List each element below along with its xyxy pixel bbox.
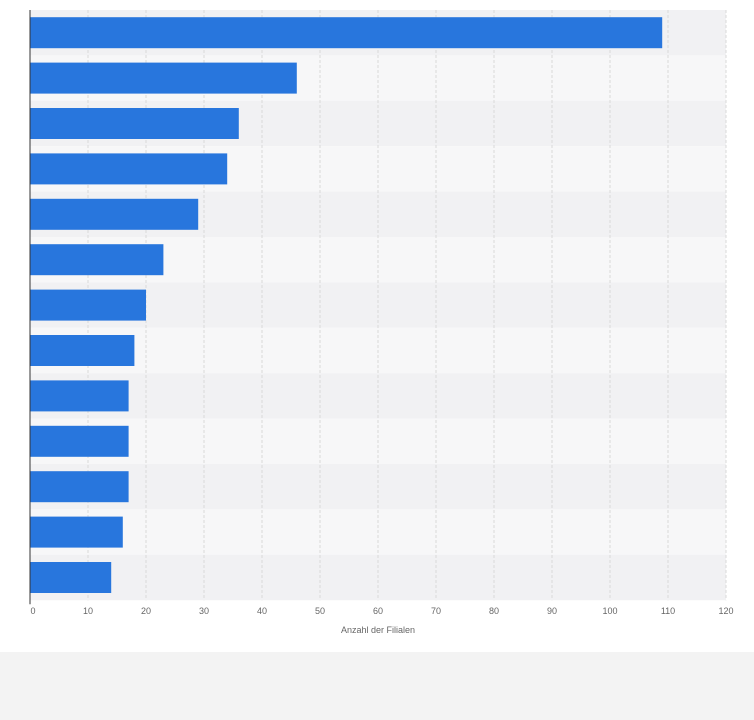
x-tick-label: 10 bbox=[83, 606, 93, 616]
bar bbox=[30, 335, 135, 366]
x-axis-title: Anzahl der Filialen bbox=[341, 625, 415, 635]
bar bbox=[30, 380, 129, 412]
x-tick-label: 100 bbox=[602, 606, 617, 616]
x-axis-ticks: 0 10 20 30 40 50 60 70 80 90 100 110 120 bbox=[30, 606, 733, 616]
bar bbox=[30, 198, 199, 230]
bar bbox=[30, 289, 146, 321]
bar-chart: 0 10 20 30 40 50 60 70 80 90 100 110 120 Anzahl der … bbox=[29, 10, 734, 635]
bar bbox=[30, 62, 297, 94]
x-tick-label: 120 bbox=[718, 606, 733, 616]
bar bbox=[30, 108, 239, 139]
bar bbox=[30, 471, 129, 503]
x-tick-label: 110 bbox=[661, 606, 675, 616]
bar bbox=[30, 17, 663, 49]
x-tick-label: 30 bbox=[199, 606, 209, 616]
footer-band bbox=[0, 652, 754, 720]
bar bbox=[30, 425, 129, 457]
x-tick-label: 40 bbox=[257, 606, 267, 616]
x-tick-label: 60 bbox=[373, 606, 383, 616]
x-tick-label: 70 bbox=[431, 606, 441, 616]
x-tick-label: 0 bbox=[30, 606, 35, 616]
x-tick-label: 80 bbox=[489, 606, 499, 616]
bar bbox=[30, 244, 164, 276]
x-tick-label: 50 bbox=[315, 606, 325, 616]
bar bbox=[30, 562, 112, 593]
x-tick-label: 20 bbox=[141, 606, 151, 616]
bar bbox=[30, 516, 123, 548]
bars bbox=[30, 17, 663, 593]
bar bbox=[30, 153, 228, 185]
x-tick-label: 90 bbox=[547, 606, 557, 616]
